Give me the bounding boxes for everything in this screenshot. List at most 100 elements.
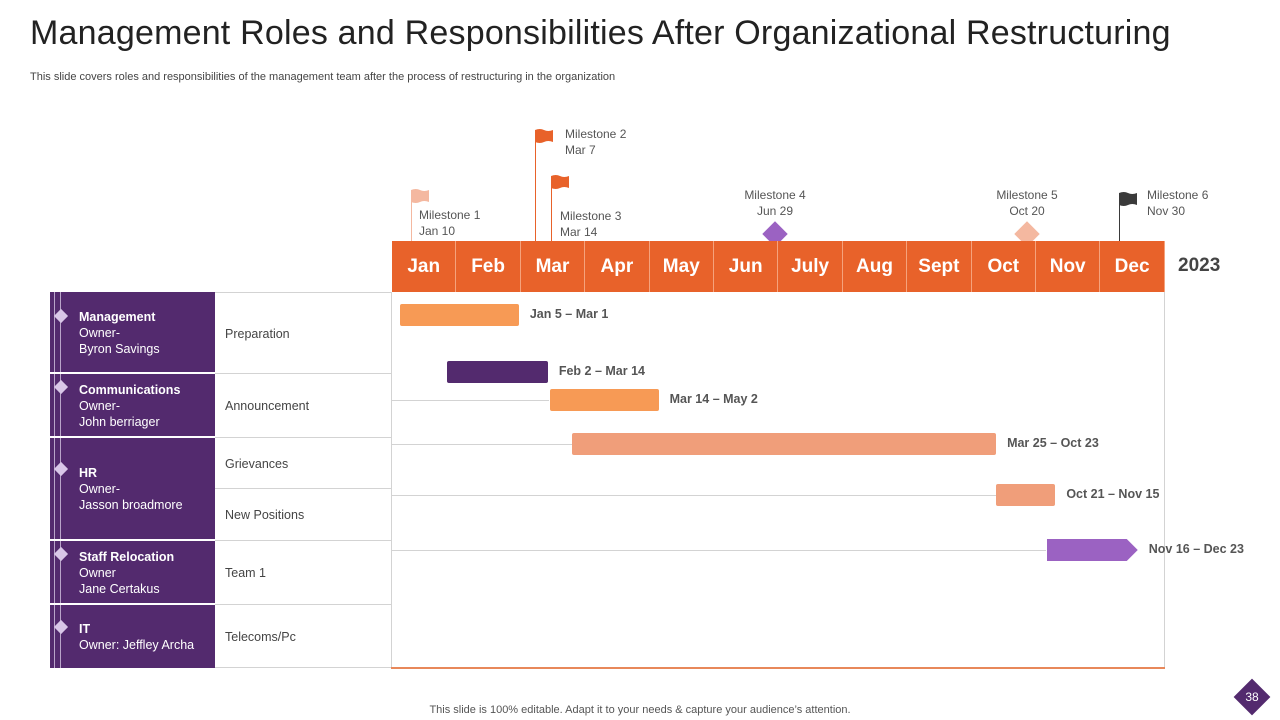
role-owner-label: Owner- (79, 398, 120, 413)
role-owner-label: Owner (79, 565, 116, 580)
milestone-3-name: Milestone 3 (560, 209, 622, 223)
milestone-2-date: Mar 7 (565, 143, 596, 157)
gantt-grid (391, 292, 1165, 668)
bar-guide-line (392, 495, 996, 496)
month-oct: Oct (971, 241, 1036, 292)
milestone-1-pole (411, 190, 412, 241)
role-divider (50, 372, 215, 374)
gantt-bar (549, 389, 659, 411)
milestone-4-label: Milestone 4 Jun 29 (729, 187, 821, 219)
task-column: Preparation Announcement Grievances New … (215, 292, 391, 669)
gantt-bar-label: Oct 21 – Nov 15 (1066, 487, 1160, 501)
flag-icon (1119, 192, 1137, 206)
milestone-5-name: Milestone 5 (996, 188, 1058, 202)
milestone-6-date: Nov 30 (1147, 204, 1186, 218)
gantt-bar (400, 304, 519, 326)
role-name: Staff Relocation (79, 549, 175, 564)
task-grievances: Grievances (225, 456, 289, 471)
gantt-bar (572, 433, 997, 455)
milestone-3-label: Milestone 3 Mar 14 (560, 208, 621, 240)
milestone-3-pole (551, 176, 552, 241)
page-number-badge: 38 (1233, 678, 1271, 716)
month-jan: Jan (392, 241, 457, 292)
gantt-bar (1047, 539, 1138, 561)
bar-guide-line (392, 444, 572, 445)
milestone-6-name: Milestone 6 (1147, 188, 1209, 202)
milestone-1-date: Jan 10 (419, 224, 456, 238)
role-it: IT Owner: Jeffley Archa (50, 605, 215, 668)
slide-footer: This slide is 100% editable. Adapt it to… (429, 704, 851, 716)
task-divider (215, 604, 391, 605)
month-july: July (778, 241, 843, 292)
milestone-2-label: Milestone 2 Mar 7 (565, 126, 626, 158)
role-name: HR (79, 466, 98, 480)
month-dec: Dec (1100, 241, 1165, 292)
month-jun: Jun (714, 241, 779, 292)
role-owner-label: Owner- (79, 325, 120, 340)
role-owner-label: Owner: Jeffley Archa (79, 637, 195, 652)
role-divider (50, 603, 215, 605)
panel-rail (54, 292, 55, 668)
gantt-bar-label: Jan 5 – Mar 1 (529, 307, 609, 321)
task-divider (215, 667, 391, 668)
slide-subtitle: This slide covers roles and responsibili… (30, 71, 616, 83)
role-divider (50, 436, 215, 438)
grid-bottom-line (391, 667, 1165, 669)
month-may: May (649, 241, 714, 292)
panel-rail (60, 292, 61, 668)
gantt-bar-label: Feb 2 – Mar 14 (558, 364, 645, 378)
page-number: 38 (1245, 690, 1259, 704)
month-apr: Apr (585, 241, 650, 292)
month-nov: Nov (1036, 241, 1101, 292)
month-mar: Mar (520, 241, 586, 292)
milestone-2-name: Milestone 2 (565, 127, 627, 141)
role-panel: Management Owner- Byron Savings Communic… (50, 292, 215, 668)
milestone-1-label: Milestone 1 Jan 10 (419, 207, 480, 239)
task-announcement: Announcement (225, 399, 310, 413)
milestone-5-label: Milestone 5 Oct 20 (981, 187, 1073, 219)
gantt-bar-label: Mar 14 – May 2 (669, 392, 758, 406)
milestone-1-name: Milestone 1 (419, 208, 481, 222)
role-divider (50, 539, 215, 541)
year-label: 2023 (1178, 255, 1221, 276)
gantt-bar-label: Mar 25 – Oct 23 (1007, 436, 1099, 450)
gantt-bar (447, 361, 548, 383)
role-management: Management Owner- Byron Savings (50, 292, 215, 373)
task-team-1: Team 1 (225, 566, 266, 580)
task-preparation: Preparation (225, 326, 290, 341)
milestone-4-date: Jun 29 (756, 204, 794, 218)
gantt-bar (996, 484, 1056, 506)
role-owner-name: Byron Savings (79, 341, 160, 356)
milestone-3-date: Mar 14 (560, 225, 598, 239)
slide-title: Management Roles and Responsibilities Af… (30, 14, 1171, 52)
month-sept: Sept (907, 241, 972, 292)
role-owner-name: Jane Certakus (79, 581, 160, 596)
bar-guide-line (392, 550, 1046, 551)
flag-icon (535, 129, 553, 143)
milestone-2-pole (535, 130, 536, 241)
task-divider (215, 373, 391, 374)
role-owner-label: Owner- (79, 482, 120, 496)
task-new-positions: New Positions (225, 507, 305, 522)
task-divider (215, 488, 391, 489)
role-hr: HR Owner- Jasson broadmore (50, 438, 215, 540)
flag-icon (551, 175, 569, 189)
milestone-6-pole (1119, 193, 1120, 241)
month-feb: Feb (456, 241, 521, 292)
role-owner-name: John berriager (79, 414, 160, 429)
role-staff-relocation: Staff Relocation Owner Jane Certakus (50, 541, 215, 604)
role-owner-name: Jasson broadmore (79, 498, 183, 512)
milestone-6-label: Milestone 6 Nov 30 (1147, 187, 1208, 219)
role-name: Communications (79, 382, 181, 397)
month-aug: Aug (842, 241, 908, 292)
task-divider (215, 540, 391, 541)
role-name: Management (79, 309, 156, 324)
milestone-4-name: Milestone 4 (744, 188, 806, 202)
milestone-5-date: Oct 20 (1009, 204, 1045, 218)
task-divider (215, 437, 391, 438)
gantt-bar-label: Nov 16 – Dec 23 (1148, 542, 1244, 556)
role-communications: Communications Owner- John berriager (50, 374, 215, 437)
flag-icon (411, 189, 429, 203)
role-name: IT (79, 621, 91, 636)
task-telecoms: Telecoms/Pc (225, 630, 296, 644)
